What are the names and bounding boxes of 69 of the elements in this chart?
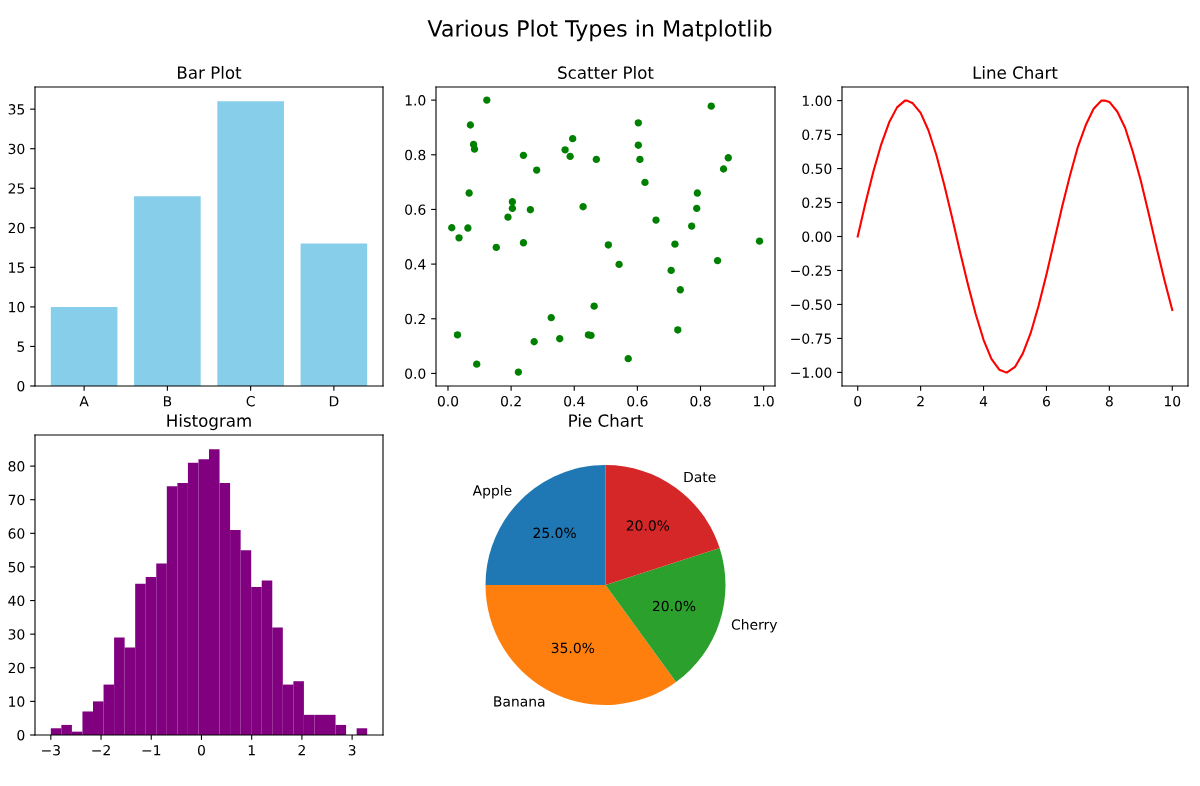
x-tick-label: 0.4	[564, 395, 585, 407]
data-label: 20.0%	[626, 520, 670, 531]
chart-title: Bar Plot	[178, 66, 242, 79]
data-label: 25.0%	[533, 527, 576, 539]
y-tick-label: 40	[8, 595, 25, 607]
x-tick-label: 0.2	[500, 395, 521, 407]
chart-title: Histogram	[167, 414, 251, 431]
y-tick-label: 20	[8, 662, 25, 674]
x-tick-label: −3	[42, 744, 60, 756]
x-tick-label: −1	[142, 745, 161, 756]
y-tick-label: 20	[8, 222, 25, 234]
y-tick-label: 1.0	[405, 95, 426, 106]
y-tick-label: 0.25	[802, 197, 832, 208]
y-tick-label: 70	[8, 494, 25, 506]
x-tick-label: −2	[92, 744, 110, 756]
y-tick-label: 0	[17, 729, 25, 741]
y-tick-label: 35	[8, 104, 25, 115]
y-tick-label: 1.00	[802, 95, 832, 107]
data-label: 35.0%	[551, 642, 595, 654]
slice-label: Cherry	[731, 619, 778, 633]
y-tick-label: 0.75	[802, 129, 832, 141]
x-tick-label: 0	[197, 744, 205, 756]
y-tick-label: 15	[9, 262, 25, 273]
chart-title: Scatter Plot	[558, 66, 654, 79]
x-tick-label: C	[246, 395, 255, 407]
x-tick-label: 1	[248, 745, 255, 756]
y-tick-label: 10	[9, 301, 25, 313]
x-tick-label: 2	[917, 395, 924, 407]
y-tick-label: 10	[9, 696, 25, 707]
y-tick-label: −0.25	[791, 265, 832, 276]
x-tick-label: 2	[298, 744, 305, 756]
x-tick-label: 1.0	[754, 395, 774, 407]
y-tick-label: −0.50	[791, 299, 832, 310]
x-tick-label: 10	[1164, 395, 1181, 407]
chart-title: Pie Chart	[569, 414, 643, 427]
y-tick-label: 0.2	[405, 313, 425, 325]
x-tick-label: 4	[979, 396, 988, 407]
y-tick-label: 60	[8, 528, 25, 539]
text: Various Plot Types in Matplotlib	[427, 19, 772, 42]
y-tick-label: 30	[8, 629, 25, 640]
slice-label: Banana	[494, 696, 545, 707]
y-tick-label: −0.75	[791, 333, 832, 344]
y-tick-label: 0.50	[802, 163, 832, 175]
y-tick-label: 0.6	[405, 204, 426, 215]
x-tick-label: 6	[1043, 395, 1050, 407]
y-tick-label: 0.4	[405, 259, 426, 270]
x-tick-label: 3	[348, 744, 356, 756]
y-tick-label: 80	[8, 461, 25, 472]
x-tick-label: 0.0	[437, 395, 459, 407]
x-tick-label: 0.8	[690, 395, 711, 407]
x-tick-label: 0.6	[627, 395, 648, 407]
y-tick-label: −1.00	[791, 367, 832, 378]
slice-label: Date	[684, 471, 716, 483]
y-tick-label: 50	[8, 561, 25, 573]
y-tick-label: 0.00	[802, 231, 832, 242]
y-tick-label: 0.8	[405, 149, 426, 161]
y-tick-label: 25	[8, 183, 25, 194]
data-label: 20.0%	[652, 600, 696, 612]
x-tick-label: D	[329, 396, 339, 407]
x-tick-label: A	[79, 396, 89, 407]
slice-label: Apple	[472, 484, 512, 499]
chart-title: Line Chart	[973, 66, 1058, 79]
x-tick-label: 8	[1105, 395, 1113, 407]
y-tick-label: 0	[17, 380, 25, 392]
x-tick-label: 0	[854, 395, 862, 407]
y-tick-label: 0.0	[405, 368, 426, 379]
y-tick-label: 5	[17, 341, 25, 352]
x-tick-label: B	[163, 396, 172, 407]
y-tick-label: 30	[8, 143, 25, 155]
